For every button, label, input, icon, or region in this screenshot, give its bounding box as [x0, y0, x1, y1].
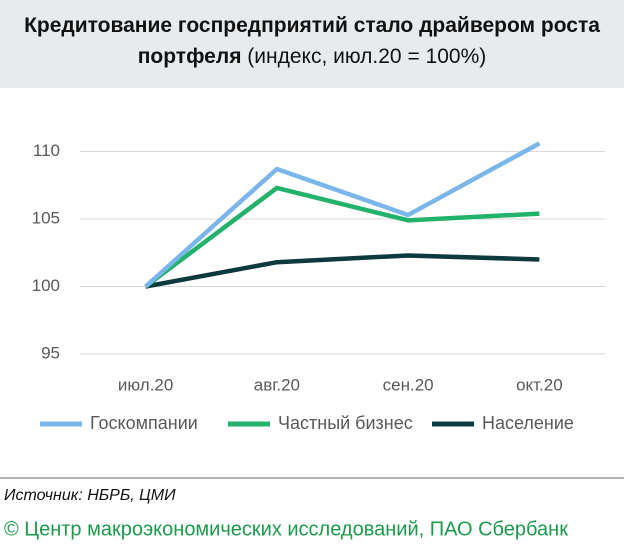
header: Кредитование госпредприятий стало драйве…: [0, 0, 624, 88]
legend-label: Госкомпании: [90, 413, 198, 433]
legend-label: Население: [482, 413, 574, 433]
y-tick-label: 100: [32, 276, 60, 295]
chart-subtitle: (индекс, июл.20 = 100%): [247, 45, 487, 68]
series-line: [145, 253, 540, 289]
legend-label: Частный бизнес: [278, 413, 413, 433]
y-tick-label: 105: [32, 208, 60, 227]
x-tick-label: окт.20: [516, 375, 563, 394]
title-block: Кредитование госпредприятий стало драйве…: [20, 10, 605, 72]
x-tick-label: авг.20: [254, 375, 300, 394]
y-tick-label: 95: [41, 343, 60, 362]
y-tick-label: 110: [33, 141, 60, 160]
series-line: [144, 185, 540, 289]
series-line: [144, 141, 541, 289]
x-tick-label: сен.20: [383, 375, 434, 394]
x-tick-label: июл.20: [118, 375, 173, 394]
footer: © Центр макроэкономических исследований,…: [4, 518, 568, 540]
chart-title: Кредитование госпредприятий стало драйве…: [24, 14, 600, 68]
source: Источник: НБРБ, ЦМИ: [4, 487, 176, 504]
